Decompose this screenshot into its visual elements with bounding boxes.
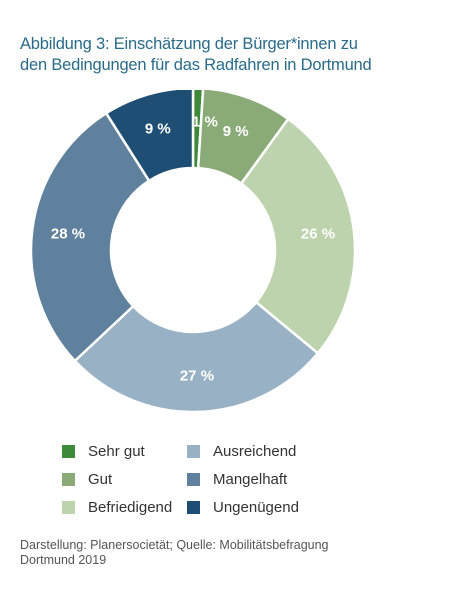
legend-item-gut: Gut: [62, 468, 187, 490]
legend-label: Ungenügend: [213, 498, 299, 516]
slice-befriedigend: [239, 117, 357, 356]
chart-legend: Sehr gut Ausreichend Gut Mangelhaft Befr…: [62, 440, 317, 518]
legend-item-sehr-gut: Sehr gut: [62, 440, 187, 462]
slice-label: 28 %: [51, 226, 85, 243]
legend-item-mangelhaft: Mangelhaft: [187, 468, 317, 490]
slice-label: 26 %: [301, 226, 335, 243]
legend-label: Ausreichend: [213, 442, 297, 460]
slice-mangelhaft: [29, 111, 151, 363]
source-note-line-1: Darstellung: Planersocietät; Quelle: Mob…: [20, 538, 329, 552]
legend-swatch: [187, 444, 200, 458]
donut-chart: 1 % 9 % 26 % 27 % 28 % 9 %: [29, 90, 357, 414]
slice-ausreichend: [73, 300, 320, 414]
slice-label: 9 %: [223, 123, 249, 140]
legend-item-ausreichend: Ausreichend: [187, 440, 317, 462]
slice-label: 9 %: [145, 121, 171, 138]
slice-label: 1 %: [192, 114, 218, 131]
legend-label: Gut: [88, 470, 113, 488]
legend-swatch: [62, 444, 75, 458]
slice-label: 27 %: [180, 367, 214, 384]
legend-swatch: [187, 500, 200, 514]
legend-label: Sehr gut: [88, 442, 145, 460]
chart-title: Abbildung 3: Einschätzung der Bürger*inn…: [20, 34, 435, 76]
source-note: Darstellung: Planersocietät; Quelle: Mob…: [20, 538, 430, 568]
slice-ungenügend: [104, 90, 195, 183]
chart-title-line-1: Abbildung 3: Einschätzung der Bürger*inn…: [20, 35, 358, 53]
legend-swatch: [62, 500, 75, 514]
chart-title-line-2: den Bedingungen für das Radfahren in Dor…: [20, 56, 372, 74]
legend-swatch: [187, 472, 200, 486]
legend-swatch: [62, 472, 75, 486]
source-note-line-2: Dortmund 2019: [20, 553, 107, 567]
legend-label: Mangelhaft: [213, 470, 288, 488]
legend-item-ungenuegend: Ungenügend: [187, 496, 317, 518]
legend-label: Befriedigend: [88, 498, 173, 516]
legend-item-befriedigend: Befriedigend: [62, 496, 187, 518]
